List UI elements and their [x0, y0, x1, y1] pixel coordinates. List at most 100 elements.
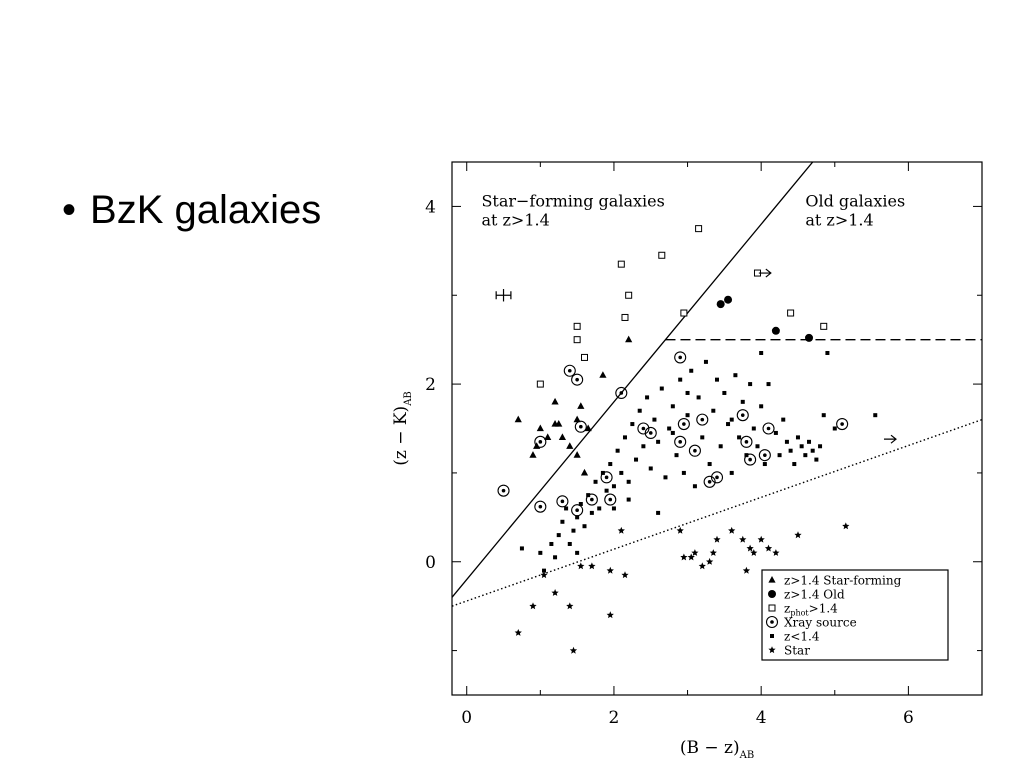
open-circle-point	[696, 413, 709, 426]
filled-square-point	[611, 484, 616, 489]
open-circle-point-ring	[534, 500, 547, 513]
filled-square-point	[700, 435, 705, 440]
open-circle-point-dot	[740, 413, 745, 417]
legend-marker	[768, 590, 776, 598]
open-circle-point-ring	[644, 426, 657, 439]
open-circle-point-ring	[534, 435, 547, 448]
legend-marker-ring	[765, 615, 779, 629]
open-square-point	[787, 309, 795, 317]
triangle-point	[580, 468, 589, 476]
filled-square-point	[615, 448, 620, 453]
open-circle-point-dot	[575, 377, 579, 382]
filled-square-point	[696, 395, 701, 400]
open-circle-point-ring	[758, 449, 771, 462]
filled-square-point	[659, 386, 664, 391]
triangle-point	[536, 424, 544, 432]
open-circle-point-dot	[693, 448, 697, 453]
filled-square-point	[637, 408, 642, 413]
open-circle-point	[644, 426, 657, 439]
filled-square-point	[564, 506, 569, 511]
legend-label: z<1.4	[784, 630, 820, 644]
open-circle-point	[497, 484, 510, 497]
triangle-point	[573, 451, 581, 458]
star-point	[728, 526, 736, 534]
star-point	[739, 535, 747, 543]
open-circle-point-ring	[604, 493, 617, 506]
open-square-point	[625, 291, 633, 299]
star-point	[588, 562, 596, 570]
open-circle-point-dot	[501, 488, 506, 493]
open-square-point	[573, 322, 581, 330]
open-circle-point	[534, 435, 547, 448]
open-circle-point-ring	[836, 418, 849, 431]
filled-square-point	[740, 399, 745, 404]
open-circle-point	[534, 500, 547, 513]
open-circle-point-ring	[615, 386, 628, 400]
open-circle-point	[585, 493, 598, 506]
open-circle-point	[600, 471, 613, 484]
legend-marker	[770, 634, 774, 638]
arrow-old	[758, 268, 772, 278]
star-forming-label: Star−forming galaxies	[481, 191, 664, 210]
filled-square-point	[825, 350, 830, 355]
filled-square-point	[718, 444, 723, 449]
star-point	[698, 562, 706, 570]
filled-square-point	[582, 524, 587, 529]
open-circle-point	[615, 386, 628, 400]
filled-square-point	[578, 502, 583, 507]
legend-marker	[768, 604, 776, 612]
filled-square-point	[641, 444, 646, 449]
legend-box	[761, 569, 949, 661]
star-point	[750, 549, 758, 556]
open-circle-point	[736, 409, 749, 422]
filled-square-point	[670, 430, 675, 435]
x-tick-label: 4	[756, 708, 767, 728]
open-circle-point-ring	[563, 364, 576, 377]
open-circle-point	[758, 449, 771, 462]
x-axis-label-main: (B − z)	[680, 738, 740, 758]
open-circle-point-dot	[744, 440, 749, 444]
filled-square-point	[807, 439, 812, 444]
filled-square-point	[681, 470, 686, 475]
star-point	[746, 544, 754, 552]
filled-square-point	[832, 426, 837, 431]
filled-square-point	[667, 426, 672, 431]
filled-square-point	[575, 550, 580, 555]
open-square-point	[658, 251, 666, 259]
filled-square-point	[814, 457, 819, 462]
open-circle-point-dot	[715, 475, 719, 480]
filled-square-point	[571, 528, 576, 533]
star-point	[551, 589, 559, 596]
open-circle-point-dot	[538, 440, 543, 444]
triangle-point	[558, 433, 567, 440]
open-circle-point	[571, 373, 584, 386]
filled-square-point	[656, 439, 661, 444]
star-point	[577, 562, 585, 570]
filled-square-point	[726, 422, 731, 427]
star-point	[676, 526, 684, 534]
open-square-point	[820, 322, 828, 330]
open-circle-point	[571, 504, 584, 517]
open-circle-point-ring	[762, 422, 775, 435]
y-tick-label: 4	[425, 197, 436, 217]
open-circle-point-dot	[763, 453, 767, 457]
triangle-point	[599, 371, 607, 378]
open-circle-point-ring	[677, 418, 690, 431]
open-square-point	[617, 260, 625, 268]
open-circle-point	[740, 435, 753, 448]
star-point	[687, 553, 695, 561]
star-point	[764, 544, 773, 552]
triangle-point	[514, 415, 522, 423]
star-point	[742, 566, 751, 574]
filled-square-point	[810, 448, 815, 453]
star-point	[706, 557, 714, 565]
star-point	[606, 611, 614, 619]
x-tick-label: 6	[903, 708, 914, 728]
open-circle-point-dot	[748, 457, 752, 462]
legend-marker-dot	[770, 620, 774, 624]
open-circle-point-dot	[641, 426, 646, 431]
filled-square-point	[608, 462, 613, 467]
filled-square-point	[821, 413, 826, 418]
filled-square-point	[604, 488, 609, 493]
